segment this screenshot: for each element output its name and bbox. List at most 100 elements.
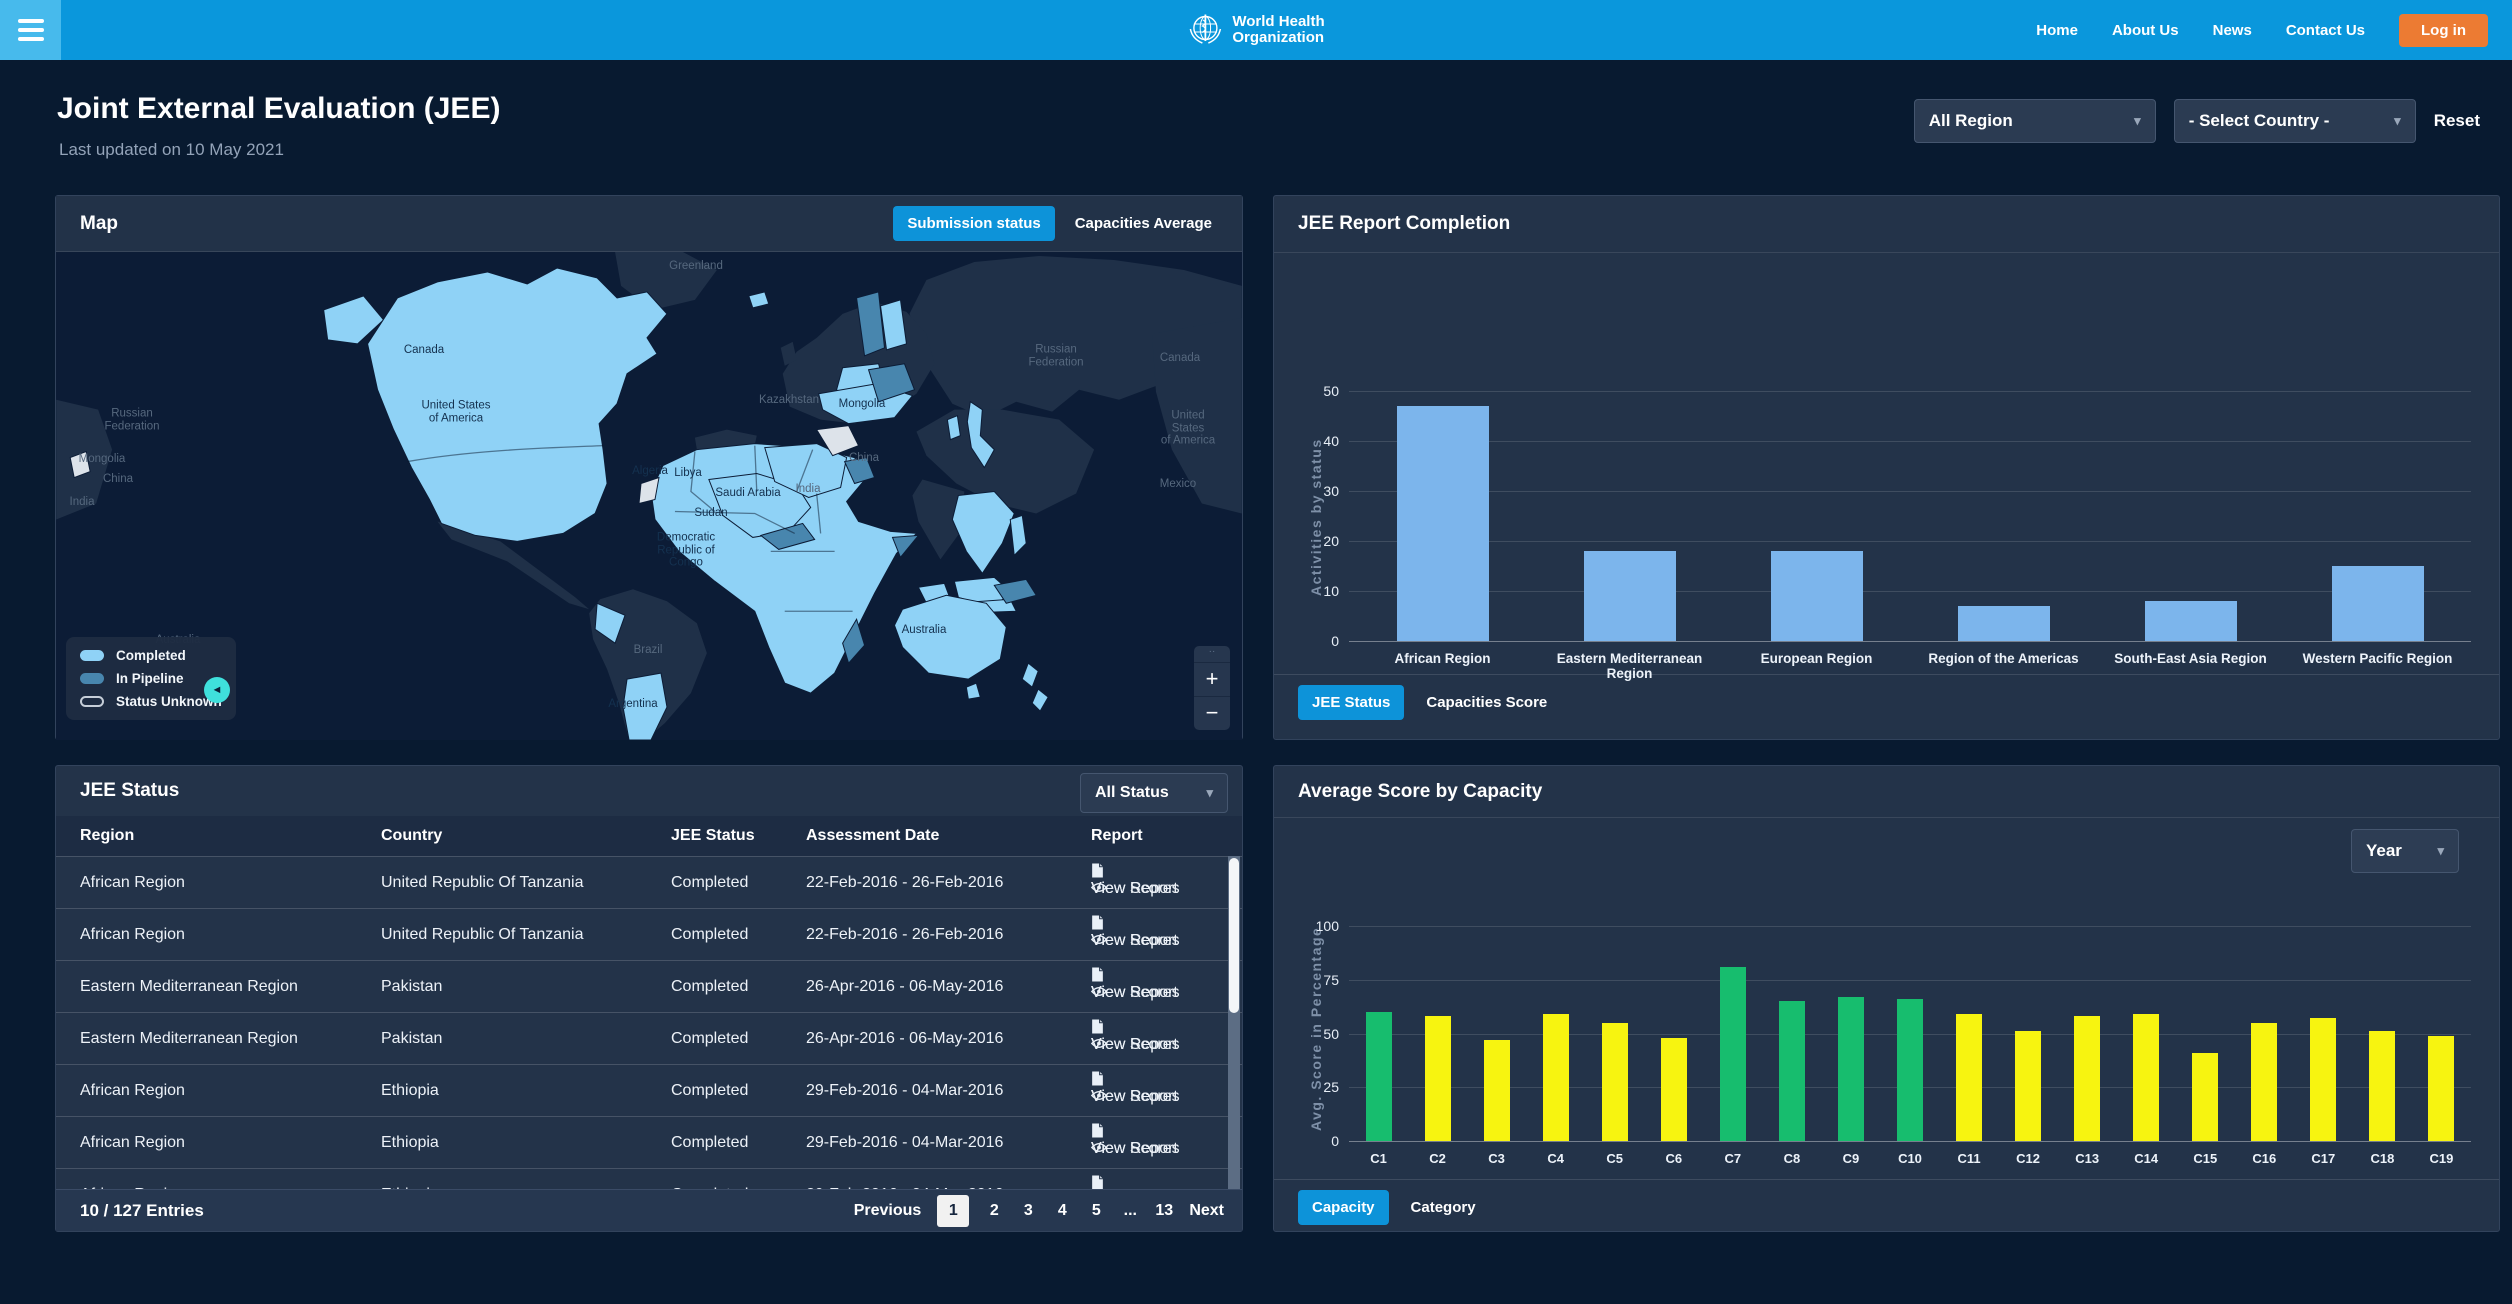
pagination-next[interactable]: Next xyxy=(1189,1201,1224,1219)
eye-icon xyxy=(1091,1091,1107,1100)
cell-assessment-date: 29-Feb-2016 - 04-Mar-2016 xyxy=(806,1082,1004,1099)
cell-country: Pakistan xyxy=(381,1030,443,1047)
view-scores-link[interactable]: View Scores xyxy=(1091,984,1180,1001)
status-filter-select[interactable]: All Status ▾ xyxy=(1080,773,1228,813)
table-row[interactable]: African Region United Republic Of Tanzani… xyxy=(56,908,1242,960)
table-row[interactable]: African Region United Republic Of Tanzani… xyxy=(56,856,1242,908)
cell-region: African Region xyxy=(80,1082,185,1099)
pagination-page-5[interactable]: 5 xyxy=(1091,1201,1101,1219)
y-axis-tick: 50 xyxy=(1323,383,1339,399)
view-report-link[interactable]: View Report xyxy=(1091,863,1178,897)
pagination-previous[interactable]: Previous xyxy=(853,1201,922,1219)
pagination-page-13[interactable]: 13 xyxy=(1155,1201,1174,1219)
view-report-link[interactable]: View Report xyxy=(1091,915,1178,949)
zoom-out-button[interactable]: − xyxy=(1194,696,1230,730)
pagination-page-4[interactable]: 4 xyxy=(1057,1201,1067,1219)
chevron-down-icon: ▾ xyxy=(2437,843,2444,858)
x-axis-label: European Region xyxy=(1760,651,1873,666)
table-footer: 10 / 127 Entries Previous 1 2 3 4 5... 13 Next xyxy=(56,1189,1242,1231)
x-axis-label: Region of the Americas xyxy=(1928,651,2079,666)
nav-item-home[interactable]: Home xyxy=(2036,21,2078,39)
x-axis-label: C1 xyxy=(1370,1151,1387,1166)
tab-capacity[interactable]: Capacity xyxy=(1298,1190,1389,1225)
table-row[interactable]: African Region Ethiopia Completed 29-Feb-20… xyxy=(56,1168,1242,1191)
legend-collapse-button[interactable]: ◄ xyxy=(204,677,230,703)
eye-icon xyxy=(1091,1143,1107,1152)
pagination-page-1[interactable]: 1 xyxy=(937,1194,970,1227)
x-axis-label: C15 xyxy=(2193,1151,2218,1166)
reset-button[interactable]: Reset xyxy=(2433,111,2480,130)
region-filter-value: All Region xyxy=(1928,111,2013,130)
view-scores-label: View Scores xyxy=(1091,1140,1180,1157)
region-filter-select[interactable]: All Region ▾ xyxy=(1913,99,2156,143)
cell-country: United Republic Of Tanzania xyxy=(381,926,584,943)
hamburger-menu-icon[interactable] xyxy=(0,0,61,60)
login-button[interactable]: Log in xyxy=(2399,13,2488,47)
view-report-link[interactable]: View Report xyxy=(1091,1175,1107,1190)
nav-item-contact-us[interactable]: Contact Us xyxy=(2285,21,2365,39)
who-logo-text: World Health Organization xyxy=(1232,13,1325,46)
zoom-in-button[interactable]: + xyxy=(1194,662,1230,696)
map-fullscreen-button[interactable]: ·· xyxy=(1194,646,1230,662)
year-filter-select[interactable]: Year ▾ xyxy=(2351,829,2459,873)
view-report-label: View Report xyxy=(1091,1036,1178,1053)
bar-c6 xyxy=(1660,1037,1687,1141)
view-report-link[interactable]: View Report xyxy=(1091,1019,1178,1053)
nav-item-news[interactable]: News xyxy=(2212,21,2252,39)
view-report-link[interactable]: View Report xyxy=(1091,1071,1178,1105)
x-axis-label: Western Pacific Region xyxy=(2302,651,2453,666)
view-scores-link[interactable]: View Scores xyxy=(1091,1140,1180,1157)
view-report-link[interactable]: View Report xyxy=(1091,1123,1178,1157)
tab-capacities-score[interactable]: Capacities Score xyxy=(1426,694,1548,711)
legend-item: Status Unknown xyxy=(80,694,222,709)
who-logo: World Health Organization xyxy=(1187,0,1325,60)
y-axis-tick: 50 xyxy=(1323,1025,1339,1042)
pagination: Previous 1 2 3 4 5... 13 Next xyxy=(853,1194,1242,1227)
world-map[interactable]: Canada United States of America Mongolia Alg… xyxy=(56,252,1242,740)
view-scores-link[interactable]: View Scores xyxy=(1091,932,1180,949)
cell-country: Ethiopia xyxy=(381,1134,439,1151)
table-row[interactable]: Eastern Mediterranean Region Pakistan Comp… xyxy=(56,960,1242,1012)
view-scores-label: View Scores xyxy=(1091,1036,1180,1053)
nav-item-about-us[interactable]: About Us xyxy=(2111,21,2179,39)
global-filters: All Region ▾ - Select Country - ▾ Reset xyxy=(1913,99,2480,143)
pagination-page-2[interactable]: 2 xyxy=(989,1201,999,1219)
x-axis-label: South-East Asia Region xyxy=(2114,651,2267,666)
column-header-assessment-date: Assessment Date xyxy=(806,827,940,844)
report-chart-ylabel: Activities by status xyxy=(1308,438,1324,596)
view-scores-link[interactable]: View Scores xyxy=(1091,1036,1180,1053)
gridline xyxy=(1349,491,2471,492)
y-axis-tick: 20 xyxy=(1323,533,1339,549)
tab-category[interactable]: Category xyxy=(1410,1199,1476,1216)
map-toggle-capacities-average[interactable]: Capacities Average xyxy=(1074,215,1212,232)
tab-jee-status[interactable]: JEE Status xyxy=(1298,685,1405,720)
x-axis-label: African Region xyxy=(1394,651,1491,666)
table-scrollbar[interactable] xyxy=(1228,856,1240,1191)
bar-eastern-mediterranean-region xyxy=(1583,551,1676,641)
view-scores-link[interactable]: View Scores xyxy=(1091,880,1180,897)
bar-european-region xyxy=(1770,551,1863,641)
x-axis-label: C13 xyxy=(2075,1151,2100,1166)
x-axis-label: C5 xyxy=(1606,1151,1624,1166)
table-row[interactable]: African Region Ethiopia Completed 29-Feb-20… xyxy=(56,1116,1242,1168)
pagination-ellipsis: ... xyxy=(1123,1201,1137,1219)
status-filter-value: All Status xyxy=(1095,784,1169,801)
scrollbar-thumb[interactable] xyxy=(1229,858,1239,1013)
y-axis-tick: 75 xyxy=(1323,971,1339,988)
view-scores-link[interactable]: View Scores xyxy=(1091,1088,1180,1105)
country-filter-select[interactable]: - Select Country - ▾ xyxy=(2173,99,2416,143)
cell-assessment-date: 29-Feb-2016 - 04-Mar-2016 xyxy=(806,1169,1003,1191)
pagination-page-3[interactable]: 3 xyxy=(1023,1201,1033,1219)
map-toggle-submission-status[interactable]: Submission status xyxy=(893,206,1055,241)
legend-label: Status Unknown xyxy=(116,694,222,709)
view-report-link[interactable]: View Report xyxy=(1091,967,1178,1001)
table-row[interactable]: African Region Ethiopia Completed 29-Feb-20… xyxy=(56,1064,1242,1116)
bar-c2 xyxy=(1424,1016,1451,1141)
table-row[interactable]: Eastern Mediterranean Region Pakistan Comp… xyxy=(56,1012,1242,1064)
map-zoom-control: ·· + − xyxy=(1194,646,1230,730)
